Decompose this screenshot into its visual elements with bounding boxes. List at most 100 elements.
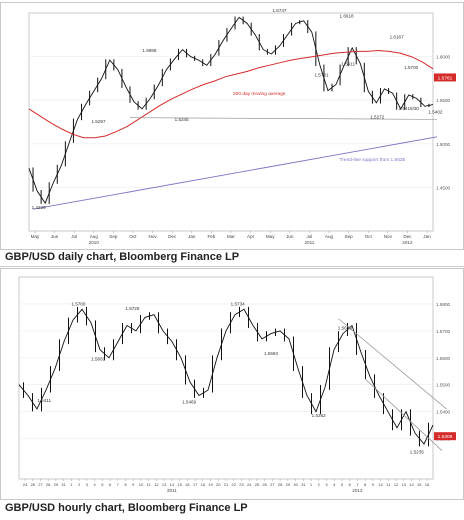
price-annotation: 1.5345 [175,117,189,122]
x-tick-label: 13 [162,482,167,487]
price-annotation: 1.6747 [272,8,286,13]
x-tick-label: 24 [23,482,28,487]
x-tick-label: 20 [216,482,221,487]
price-line [28,16,434,205]
year-label: 2012 [402,240,413,245]
x-tick-label: 14 [170,482,175,487]
caption-separator [0,266,464,267]
y-tick-label: 1.5700 [436,329,450,334]
x-tick-label: 13 [402,482,407,487]
channel-line [338,318,447,410]
x-tick-label: 26 [31,482,36,487]
x-tick-label: Jan [423,234,431,239]
price-annotation: 1.5272 [370,115,384,120]
x-tick-label: 31 [301,482,306,487]
x-tick-label: 1 [310,482,313,487]
trend-line-note: Trend-line support from 1.5635 [340,157,406,163]
x-tick-label: Aug [90,234,99,239]
price-series [28,16,434,205]
price-annotation: 1.5362 [312,413,326,418]
price-annotation: 1.5418/30 [399,106,420,111]
x-tick-label: 15 [417,482,422,487]
price-annotation: 1.5235 [410,449,424,454]
x-tick-label: 12 [394,482,399,487]
x-tick-label: 19 [208,482,213,487]
price-annotation: 1.5297 [91,119,105,124]
x-tick-label: Mar [227,234,235,239]
price-series [18,306,434,447]
x-tick-label: 9 [132,482,135,487]
price-annotation: 1.5402 [428,109,442,114]
price-annotation: 1.5411 [37,398,51,403]
x-tick-label: 7 [117,482,120,487]
x-tick-label: Nov [149,234,158,239]
x-tick-label: 18 [201,482,206,487]
x-tick-label: 11 [147,482,152,487]
hourly-chart: 1.58001.57001.56001.55001.54001.53002426… [18,276,456,493]
daily-chart-caption: GBP/USD daily chart, Bloomberg Finance L… [5,251,240,263]
x-tick-label: 1 [70,482,73,487]
channel-line [365,379,443,452]
y-tick-label: 1.5600 [436,356,450,361]
horizontal-support-line [129,117,438,120]
x-tick-label: 6 [349,482,352,487]
x-tick-label: 3 [86,482,89,487]
moving-average-line [28,49,434,139]
x-tick-label: Dec [403,234,412,239]
x-tick-label: 15 [177,482,182,487]
x-tick-label: 29 [54,482,59,487]
x-tick-label: 12 [154,482,159,487]
x-tick-label: Jun [51,234,59,239]
daily-chart-panel: 1.6000 1.5500 1.5000 1.4500 May Jun Jul Aug Sep O… [0,2,464,250]
y-tick-label: 1.5400 [436,410,450,415]
y-tick-label: 1.5500 [436,383,450,388]
y-tick-label: 1.5500 [436,98,450,103]
x-tick-label: 10 [378,482,383,487]
x-tick-label: 4 [93,482,96,487]
x-tick-label: 5 [341,482,344,487]
y-tick-label: 1.5800 [436,302,450,307]
y-tick-label: 1.4500 [436,185,450,190]
year-label: 2012 [352,488,363,493]
price-annotation: 1.5700 [404,65,418,70]
price-annotation: 1.6618 [340,13,354,18]
year-label: 2010 [89,240,100,245]
x-tick-label: 6 [109,482,112,487]
price-annotation: 1.5469 [182,400,196,405]
plot-area [28,12,434,232]
x-tick-label: 3 [325,482,328,487]
x-tick-label: Jun [286,234,294,239]
price-annotation: 1.5700 [71,301,85,306]
x-tick-label: 26 [262,482,267,487]
price-line [18,308,434,445]
x-tick-label: Feb [207,234,215,239]
year-label: 2011 [167,488,177,493]
x-tick-label: 24 [247,482,252,487]
year-label: 2011 [304,240,314,245]
hourly-chart-caption: GBP/USD hourly chart, Bloomberg Finance … [5,502,248,514]
last-price-tag [434,73,456,82]
price-annotation: 1.5734 [231,301,245,306]
price-annotation: 1.5781 [314,73,328,78]
x-tick-label: 8 [124,482,127,487]
x-tick-label: 5 [101,482,104,487]
x-tick-label: Oct [365,234,373,239]
price-annotation: 1.5592 [264,351,278,356]
x-tick-label: Apr [247,234,255,239]
x-tick-label: Dec [168,234,177,239]
x-tick-label: Sep [345,234,354,239]
x-tick-label: 23 [239,482,244,487]
x-tick-label: 7 [356,482,359,487]
x-tick-label: 17 [193,482,198,487]
x-tick-label: May [31,234,40,239]
x-tick-label: 9 [372,482,375,487]
price-annotation: 1.4229 [32,205,46,210]
x-tick-label: 27 [270,482,275,487]
x-tick-label: 28 [278,482,283,487]
y-tick-label: 1.5000 [436,142,450,147]
x-tick-label: Oct [129,234,137,239]
x-tick-label: 14 [409,482,414,487]
x-tick-label: 11 [386,482,391,487]
x-tick-label: Jul [71,234,77,239]
x-tick-label: 22 [232,482,237,487]
